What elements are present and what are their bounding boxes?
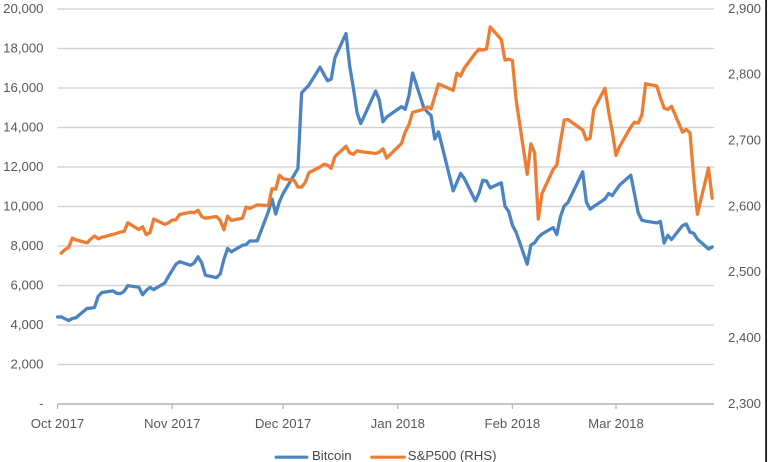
svg-text:Feb 2018: Feb 2018: [485, 416, 541, 431]
svg-text:4,000: 4,000: [10, 317, 43, 332]
svg-text:8,000: 8,000: [10, 238, 43, 253]
svg-text:2,000: 2,000: [10, 356, 43, 371]
svg-text:2,300: 2,300: [728, 396, 761, 411]
svg-text:Mar 2018: Mar 2018: [588, 416, 644, 431]
svg-text:20,000: 20,000: [3, 1, 43, 16]
svg-text:6,000: 6,000: [10, 277, 43, 292]
svg-text:-: -: [39, 396, 43, 411]
svg-text:14,000: 14,000: [3, 119, 43, 134]
svg-text:10,000: 10,000: [3, 198, 43, 213]
svg-text:Jan 2018: Jan 2018: [371, 416, 425, 431]
svg-text:Dec 2017: Dec 2017: [255, 416, 311, 431]
svg-text:S&P500 (RHS): S&P500 (RHS): [408, 448, 497, 462]
svg-text:2,700: 2,700: [728, 133, 761, 148]
svg-text:18,000: 18,000: [3, 40, 43, 55]
svg-text:12,000: 12,000: [3, 159, 43, 174]
svg-text:Nov 2017: Nov 2017: [144, 416, 200, 431]
svg-text:2,500: 2,500: [728, 264, 761, 279]
svg-text:2,400: 2,400: [728, 330, 761, 345]
svg-text:16,000: 16,000: [3, 80, 43, 95]
svg-text:Oct 2017: Oct 2017: [31, 416, 85, 431]
svg-text:Bitcoin: Bitcoin: [312, 448, 352, 462]
svg-text:2,600: 2,600: [728, 198, 761, 213]
svg-text:2,900: 2,900: [728, 1, 761, 16]
svg-text:2,800: 2,800: [728, 67, 761, 82]
